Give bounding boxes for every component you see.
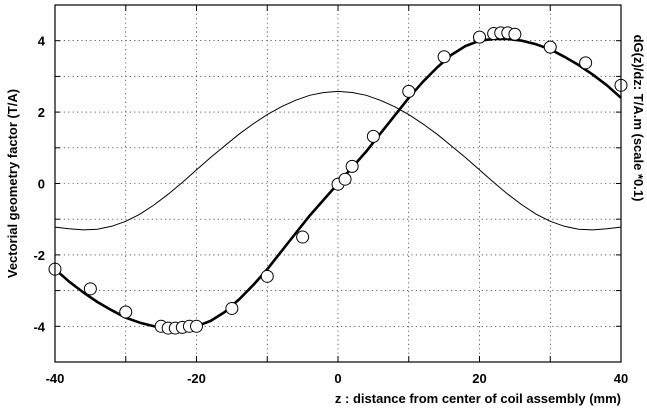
x-tick-label: 0 bbox=[334, 371, 341, 386]
data-point bbox=[225, 301, 239, 315]
data-point bbox=[119, 305, 133, 319]
data-point bbox=[437, 50, 451, 64]
data-point bbox=[543, 40, 557, 54]
y-axis-label: Vectorial geometry factor (T/A) bbox=[5, 89, 20, 278]
y-tick-label: -2 bbox=[33, 248, 45, 263]
x-axis-label: z : distance from center of coil assembl… bbox=[335, 391, 621, 406]
marker-layer bbox=[48, 26, 628, 335]
x-tick-label: 20 bbox=[472, 371, 486, 386]
data-point bbox=[473, 30, 486, 44]
data-point bbox=[190, 319, 203, 333]
y-tick-label: -4 bbox=[33, 319, 45, 334]
data-point bbox=[345, 159, 359, 173]
x-tick-label: -40 bbox=[46, 371, 65, 386]
y-axis-label-right: dG(z)/dz: T/A.m (scale *0.1) bbox=[631, 35, 646, 202]
data-point bbox=[402, 84, 416, 98]
y-tick-label: 0 bbox=[38, 177, 45, 192]
data-point bbox=[260, 269, 274, 283]
data-point bbox=[579, 56, 593, 70]
data-point bbox=[508, 27, 522, 41]
y-tick-label: 2 bbox=[38, 105, 45, 120]
gradient-curve-line bbox=[54, 90, 622, 231]
x-tick-label: -20 bbox=[187, 371, 206, 386]
data-point bbox=[296, 230, 310, 244]
data-point bbox=[366, 129, 380, 143]
y-tick-label: 4 bbox=[38, 34, 46, 49]
x-tick-label: 40 bbox=[614, 371, 628, 386]
data-point bbox=[338, 172, 352, 186]
data-point bbox=[83, 282, 97, 296]
